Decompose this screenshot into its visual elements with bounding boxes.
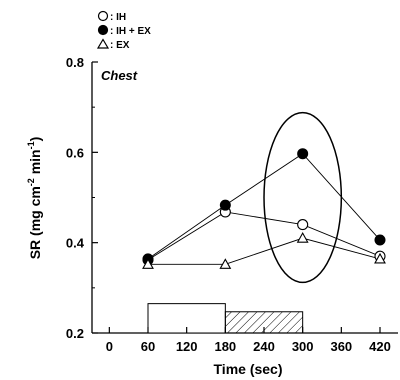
x-axis-ticks: 0 60 120 180 240 300 360 420 [106, 327, 391, 354]
ex-point [219, 258, 232, 269]
legend-ih-label: : IH [110, 12, 126, 23]
highlight-ellipse [263, 111, 343, 284]
y-tick-label: 0.2 [66, 326, 84, 341]
highlight-ellipse-group [263, 111, 343, 284]
x-axis-title: Time (sec) [214, 361, 283, 377]
panel-label: Chest [101, 68, 138, 83]
x-tick-label: 180 [214, 339, 236, 354]
x-tick-label: 420 [369, 339, 391, 354]
x-tick-label: 240 [253, 339, 275, 354]
ihex-point [374, 234, 386, 246]
y-tick-label: 0.6 [66, 145, 84, 160]
legend-ihex-marker [97, 24, 109, 36]
legend-ih-marker [97, 10, 109, 22]
x-tick-label: 0 [106, 339, 113, 354]
series-line-0 [147, 211, 381, 261]
ih-point [297, 219, 309, 231]
ex-point [374, 252, 386, 264]
series-line-2 [148, 237, 381, 265]
legend-ex-marker [96, 38, 110, 49]
plot-frame [91, 62, 398, 334]
ex-point [142, 258, 154, 269]
ihex-point [297, 148, 309, 160]
legend: : IH : IH + EX : EX [96, 10, 151, 51]
y-axis-title: SR (mg cm-2 min-1) [26, 137, 43, 260]
y-tick-label: 0.4 [66, 236, 85, 251]
legend-ihex-label: : IH + EX [110, 26, 151, 37]
y-tick-label: 0.8 [66, 55, 84, 70]
x-tick-label: 360 [330, 339, 352, 354]
x-tick-label: 300 [292, 339, 314, 354]
legend-ex-label: : EX [110, 40, 130, 51]
ihex-point [219, 199, 231, 211]
y-axis-ticks: 0.2 0.4 0.6 0.8 [66, 55, 98, 341]
series-markers [142, 148, 386, 269]
ex-point [296, 232, 309, 243]
x-tick-label: 120 [176, 339, 198, 354]
x-tick-label: 60 [141, 339, 155, 354]
